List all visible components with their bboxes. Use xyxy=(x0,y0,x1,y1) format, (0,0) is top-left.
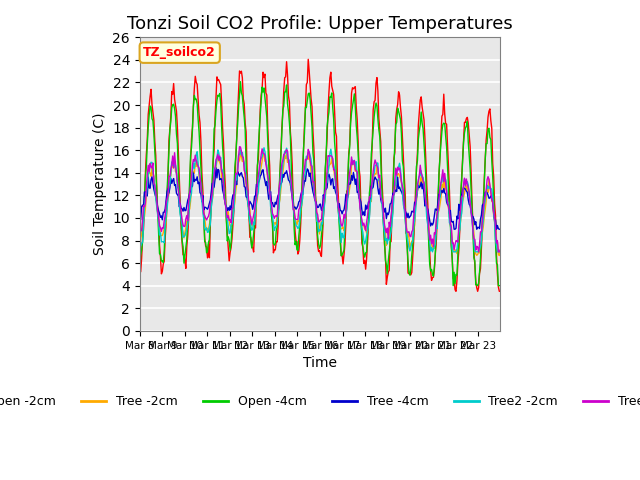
Title: Tonzi Soil CO2 Profile: Upper Temperatures: Tonzi Soil CO2 Profile: Upper Temperatur… xyxy=(127,15,513,33)
Text: TZ_soilco2: TZ_soilco2 xyxy=(143,46,216,59)
X-axis label: Time: Time xyxy=(303,356,337,370)
Legend: Open -2cm, Tree -2cm, Open -4cm, Tree -4cm, Tree2 -2cm, Tree2 -4cm: Open -2cm, Tree -2cm, Open -4cm, Tree -4… xyxy=(0,390,640,413)
Y-axis label: Soil Temperature (C): Soil Temperature (C) xyxy=(93,113,107,255)
